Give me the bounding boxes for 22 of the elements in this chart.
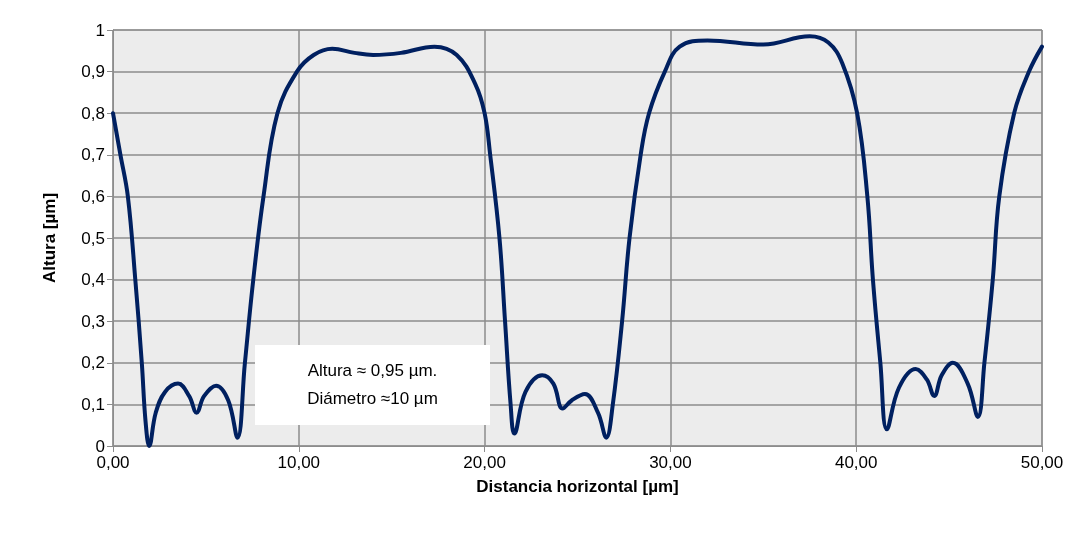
y-tick-label: 0,7 — [81, 145, 105, 165]
y-tick-label: 0,1 — [81, 394, 105, 414]
x-axis-title: Distancia horizontal [µm] — [476, 477, 679, 496]
y-tick-label: 0 — [95, 436, 105, 456]
x-tick-label: 20,00 — [463, 453, 506, 472]
annotation: Diámetro ≈10 µm — [306, 388, 439, 410]
y-tick-label: 0,3 — [81, 311, 105, 331]
x-tick-label: 50,00 — [1020, 453, 1064, 472]
y-tick-label: 1 — [95, 20, 105, 40]
x-tick-label: 10,00 — [277, 453, 321, 472]
y-axis-title: Altura [µm] — [40, 192, 59, 284]
x-tick-label: 40,00 — [834, 453, 878, 472]
x-tick-label: 0,00 — [96, 453, 130, 472]
annotation: Altura ≈ 0,95 µm. — [306, 360, 439, 382]
y-tick-label: 0,4 — [81, 270, 105, 290]
y-tick-label: 0,9 — [81, 62, 105, 82]
text-box: Altura ≈ 0,95 µm. Diámetro ≈10 µm — [255, 345, 490, 425]
y-tick-label: 0,8 — [81, 103, 105, 123]
x-tick-label: 30,00 — [649, 453, 692, 472]
y-tick-label: 0,5 — [81, 228, 105, 248]
y-tick-label: 0,2 — [81, 353, 105, 373]
y-tick-label: 0,6 — [81, 186, 105, 206]
